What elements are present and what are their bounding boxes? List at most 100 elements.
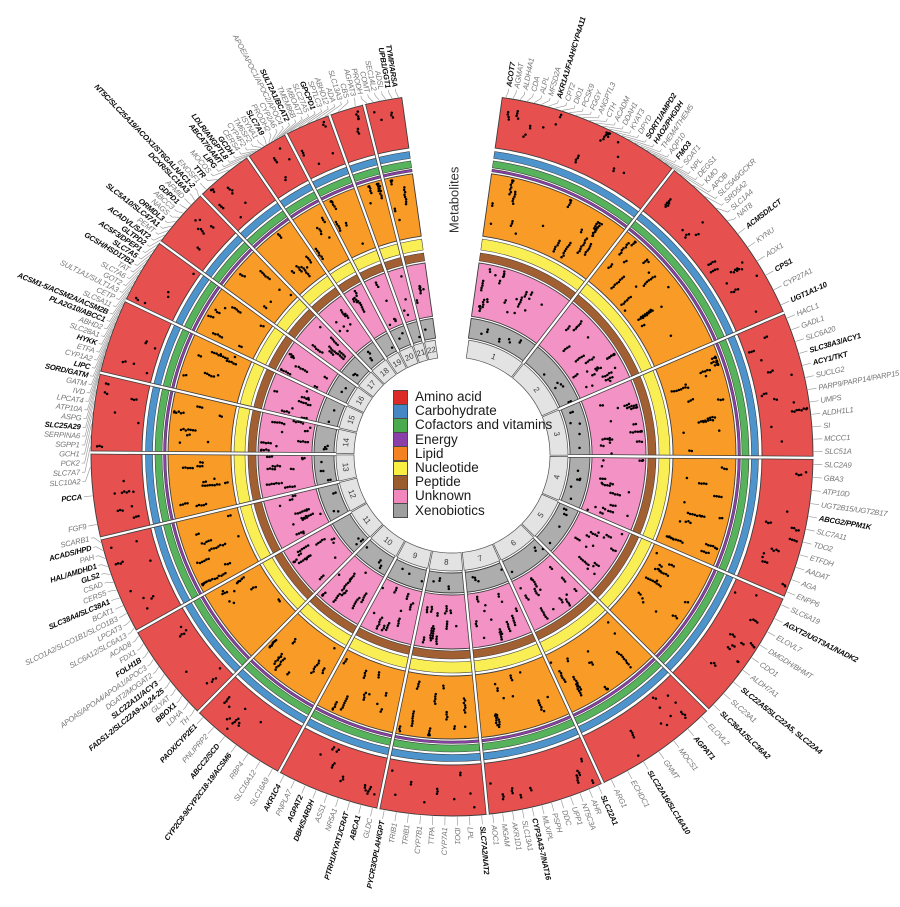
chromosome-segment bbox=[541, 456, 569, 501]
legend-swatch-nucleotide bbox=[393, 460, 408, 476]
legend-swatch-carbohydrate bbox=[393, 403, 408, 419]
gene-label: CYP7A1 bbox=[440, 827, 450, 855]
gene-label: SLC7A11 bbox=[816, 527, 848, 542]
gene-label: IVD bbox=[72, 386, 86, 397]
gene-label: KYNU bbox=[754, 225, 776, 244]
gene-label: SI bbox=[823, 421, 832, 431]
dots-lipid bbox=[173, 179, 728, 737]
gene-label: CYP7B1 bbox=[413, 826, 424, 855]
gene-label: CDA bbox=[529, 75, 541, 92]
legend-item: Lipid bbox=[393, 446, 552, 462]
legend: Amino acid Carbohydrate Cofactors and vita… bbox=[393, 389, 553, 519]
legend-item: Nucleotide bbox=[393, 460, 552, 476]
legend-item: Xenobiotics bbox=[393, 502, 552, 519]
legend-swatch-unknown bbox=[393, 488, 408, 504]
chromosome-segment bbox=[371, 359, 397, 385]
gene-label: ACMSD/LCT bbox=[743, 196, 784, 231]
legend-item-label: Xenobiotics bbox=[415, 502, 485, 518]
chromosome-segment bbox=[521, 493, 559, 537]
gene-label: PCK2 bbox=[60, 459, 80, 468]
ring-lipid bbox=[167, 173, 737, 740]
chromosome-segment bbox=[412, 342, 428, 364]
chromosome-label: 21 bbox=[415, 347, 427, 358]
legend-item-label: Energy bbox=[415, 431, 458, 447]
gene-label: UMPS bbox=[820, 393, 842, 405]
sector-dividers bbox=[90, 103, 814, 815]
chromosome-label: 13 bbox=[340, 462, 350, 472]
chromosome-segment bbox=[347, 386, 373, 413]
chromosome-segment bbox=[541, 409, 569, 456]
chromosome-segment bbox=[386, 351, 407, 375]
gene-label: FGF9 bbox=[67, 522, 88, 535]
chromosome-segment bbox=[424, 339, 439, 361]
gene-label: TRIB1 bbox=[400, 824, 411, 845]
legend-item: Carbohydrate bbox=[393, 403, 552, 419]
chromosome-label: 12 bbox=[346, 488, 358, 500]
dots-unknown bbox=[259, 268, 645, 646]
gene-label: MCCC1 bbox=[824, 433, 850, 443]
legend-swatch-amino-acid bbox=[393, 389, 408, 405]
gene-label: CYP27A1 bbox=[781, 266, 814, 289]
gene-label: SLC51A bbox=[824, 447, 851, 456]
ring-xenobiotics bbox=[313, 317, 591, 594]
chromosome-segment bbox=[350, 502, 384, 538]
gene-label: SLC10A2 bbox=[49, 477, 82, 488]
gene-label: GCH1 bbox=[59, 449, 79, 458]
gene-label: SERPINA6 bbox=[44, 430, 81, 441]
scatter-dots bbox=[95, 109, 809, 809]
legend-item: Peptide bbox=[393, 474, 552, 490]
gene-label: ARG1 bbox=[612, 787, 629, 810]
gene-label: MGAM bbox=[500, 823, 512, 848]
chromosome-label: 7 bbox=[477, 553, 484, 563]
dots-amino-acid bbox=[95, 109, 809, 809]
chromosome-segment bbox=[338, 405, 364, 433]
legend-item: Cofactors and vitamins bbox=[393, 417, 553, 433]
chromosome-segment bbox=[338, 477, 367, 512]
ring-energy bbox=[163, 168, 741, 744]
gene-label: TRIB1 bbox=[387, 822, 399, 844]
legend-swatch-peptide bbox=[393, 474, 408, 490]
chromosome-label: 8 bbox=[444, 557, 449, 566]
gene-label: CBS bbox=[338, 82, 351, 99]
legend-item-label: Cofactors and vitamins bbox=[415, 417, 553, 433]
chromosome-label: 15 bbox=[345, 414, 357, 426]
chromosome-label: 3 bbox=[552, 431, 562, 438]
chromosome-segment bbox=[465, 339, 523, 378]
legend-item-label: Unknown bbox=[415, 488, 472, 504]
gene-label: CPS1 bbox=[773, 256, 794, 273]
chromosome-segment bbox=[335, 454, 357, 482]
gene-label: AGPAT1 bbox=[691, 734, 717, 762]
chromosome-segment bbox=[358, 371, 385, 398]
gene-label: ETFDH bbox=[809, 553, 836, 569]
gene-label: ATP10A bbox=[54, 401, 83, 413]
gene-label: NT5C/SLC25A19/ACOX1/ST6GALNAC1-2 bbox=[93, 82, 198, 190]
legend-swatch-lipid bbox=[393, 446, 408, 462]
gene-label: ECHDC1 bbox=[629, 778, 651, 809]
gene-label: PAH bbox=[79, 552, 96, 565]
legend-item: Unknown bbox=[393, 488, 552, 504]
legend-item-label: Amino acid bbox=[415, 389, 482, 405]
chromosome-label: 6 bbox=[509, 538, 518, 548]
gene-label: AOC1 bbox=[489, 824, 500, 846]
legend-swatch-energy bbox=[393, 432, 408, 448]
legend-item-label: Carbohydrate bbox=[415, 403, 497, 419]
gene-label: ALDH1L1 bbox=[821, 405, 854, 418]
ring-peptide bbox=[247, 252, 657, 660]
chromosome-segment bbox=[396, 540, 432, 569]
gene-label: LPL bbox=[466, 827, 476, 840]
chromosome-label: 4 bbox=[552, 473, 562, 480]
chromosome-segment bbox=[335, 428, 357, 455]
gene-label: AGA bbox=[799, 579, 818, 593]
label-leader-lines bbox=[81, 88, 823, 826]
gene-label: GNMT bbox=[661, 758, 682, 782]
chromosome-segment bbox=[492, 524, 535, 561]
gene-label: ALPL bbox=[538, 75, 551, 95]
chromosome-segment bbox=[398, 345, 419, 369]
ring-nucleotide bbox=[233, 238, 671, 674]
gene-label: ATP10D bbox=[821, 487, 850, 499]
chromosome-segment bbox=[370, 524, 406, 557]
gene-label: TTPA bbox=[427, 827, 437, 846]
